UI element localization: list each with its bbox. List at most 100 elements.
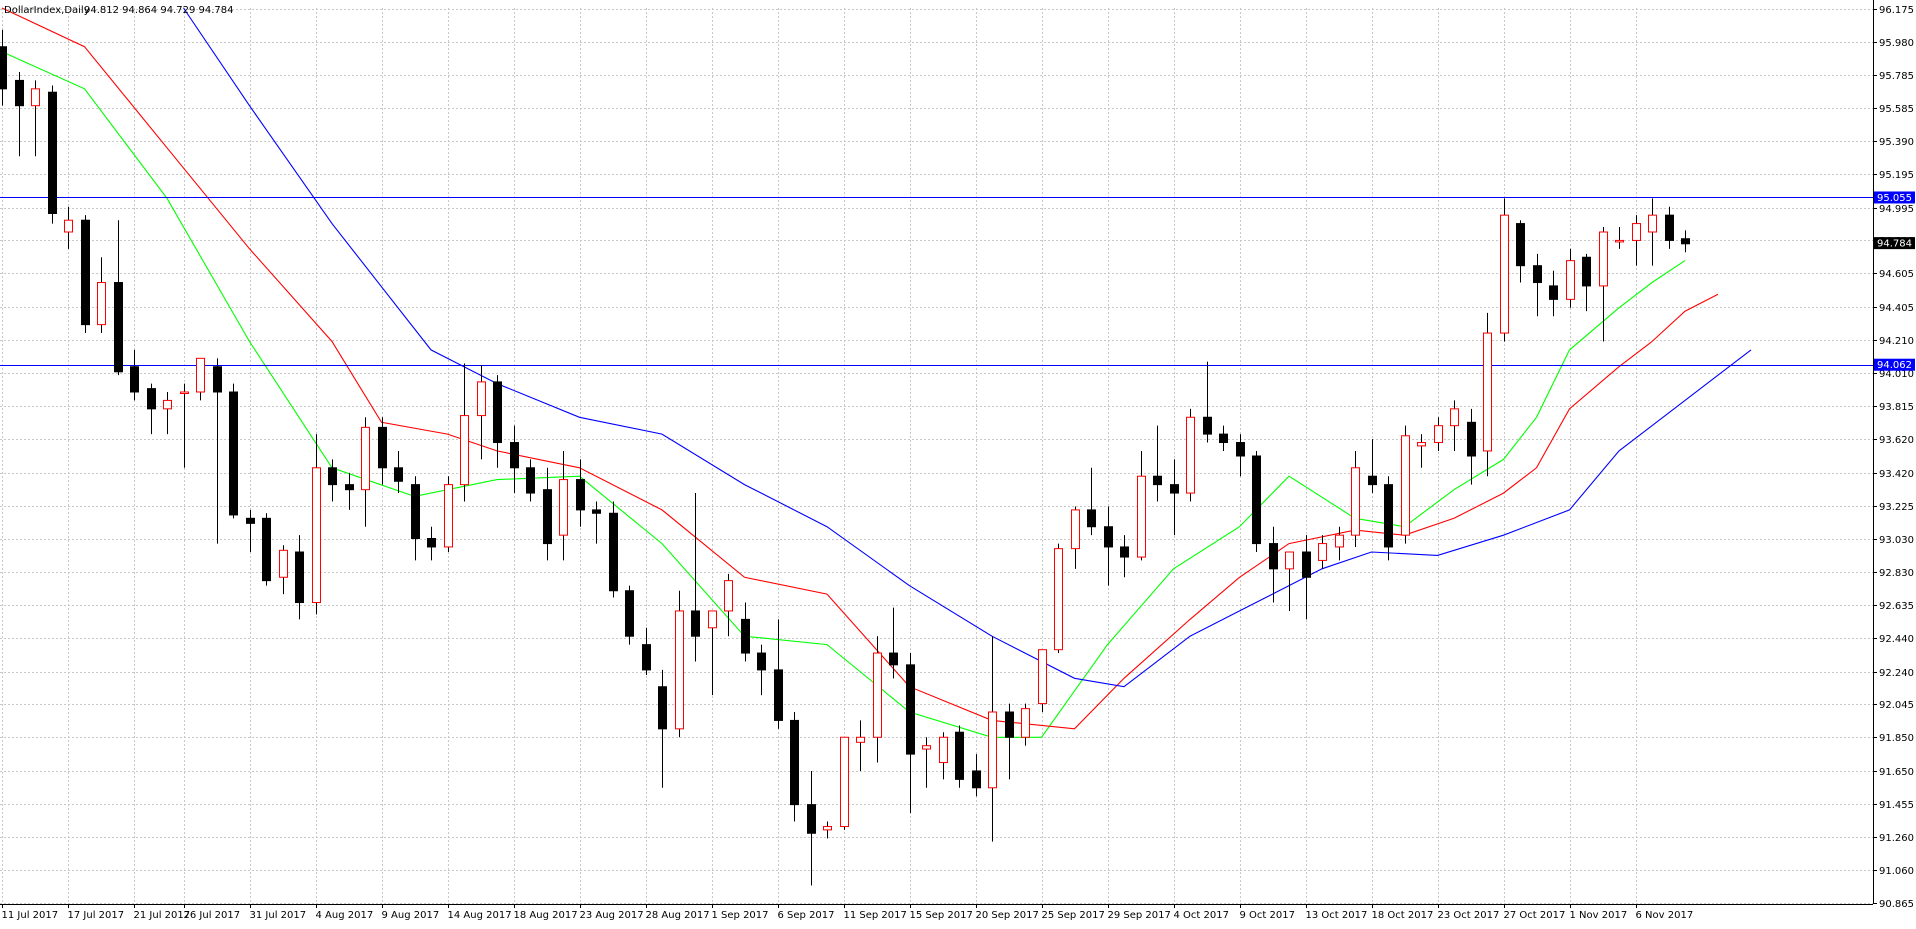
candle[interactable]: [642, 627, 651, 675]
candle[interactable]: [15, 72, 24, 157]
candle[interactable]: [840, 736, 849, 830]
candle[interactable]: [196, 357, 205, 401]
candle[interactable]: [906, 653, 915, 814]
candle[interactable]: [559, 450, 568, 561]
candle[interactable]: [1137, 450, 1146, 561]
candle[interactable]: [972, 754, 981, 797]
candle[interactable]: [0, 29, 7, 106]
candle[interactable]: [1401, 425, 1410, 544]
candle[interactable]: [1252, 450, 1261, 552]
candle[interactable]: [592, 501, 601, 544]
candle[interactable]: [229, 383, 238, 519]
candle[interactable]: [675, 590, 684, 738]
candle[interactable]: [1153, 425, 1162, 502]
candle[interactable]: [1615, 226, 1624, 249]
candle[interactable]: [1549, 270, 1558, 317]
candle[interactable]: [922, 737, 931, 788]
candle[interactable]: [345, 472, 354, 510]
candle[interactable]: [1500, 198, 1509, 342]
candle[interactable]: [1648, 198, 1657, 266]
candle[interactable]: [1170, 459, 1179, 536]
candle[interactable]: [609, 501, 618, 598]
candle[interactable]: [328, 459, 337, 502]
candle[interactable]: [444, 476, 453, 552]
candle[interactable]: [939, 732, 948, 780]
candle[interactable]: [493, 375, 502, 468]
candle[interactable]: [411, 476, 420, 561]
candle[interactable]: [889, 607, 898, 679]
candle[interactable]: [1681, 230, 1690, 253]
candle[interactable]: [955, 725, 964, 788]
candle[interactable]: [724, 573, 733, 637]
candle[interactable]: [757, 644, 766, 696]
candle[interactable]: [1450, 400, 1459, 451]
candle[interactable]: [361, 417, 370, 527]
candle[interactable]: [1219, 425, 1228, 451]
candle[interactable]: [625, 585, 634, 645]
candle[interactable]: [807, 770, 816, 886]
candle[interactable]: [279, 545, 288, 595]
candle[interactable]: [1236, 434, 1245, 477]
candle[interactable]: [394, 450, 403, 494]
candle[interactable]: [988, 636, 997, 842]
candle[interactable]: [790, 712, 799, 822]
candle[interactable]: [856, 720, 865, 771]
candle[interactable]: [1434, 417, 1443, 451]
candle[interactable]: [1302, 535, 1311, 620]
candle[interactable]: [823, 821, 832, 839]
candle[interactable]: [1120, 535, 1129, 578]
candle[interactable]: [81, 215, 90, 334]
candle[interactable]: [64, 206, 73, 249]
candle[interactable]: [1467, 408, 1476, 485]
candle[interactable]: [1285, 551, 1294, 611]
candle[interactable]: [427, 526, 436, 561]
candle[interactable]: [1665, 206, 1674, 249]
candle[interactable]: [1071, 506, 1080, 569]
candle[interactable]: [741, 602, 750, 662]
candle[interactable]: [213, 358, 222, 544]
candle[interactable]: [691, 493, 700, 662]
candle[interactable]: [262, 513, 271, 586]
candle[interactable]: [1005, 703, 1014, 780]
candles[interactable]: [0, 29, 1690, 886]
candle[interactable]: [1203, 361, 1212, 443]
candle[interactable]: [526, 459, 535, 502]
candle[interactable]: [1054, 543, 1063, 654]
candle[interactable]: [1335, 526, 1344, 561]
candle[interactable]: [48, 85, 57, 224]
candle[interactable]: [1318, 535, 1327, 569]
candle[interactable]: [1533, 253, 1542, 317]
candle[interactable]: [576, 459, 585, 527]
candle[interactable]: [708, 610, 717, 696]
candle[interactable]: [378, 417, 387, 485]
candle[interactable]: [543, 467, 552, 561]
candle[interactable]: [1483, 312, 1492, 477]
candle[interactable]: [1516, 220, 1525, 283]
candle[interactable]: [1186, 408, 1195, 502]
candle[interactable]: [1582, 253, 1591, 312]
candle[interactable]: [1417, 434, 1426, 468]
candle[interactable]: [312, 434, 321, 615]
candle[interactable]: [774, 619, 783, 729]
candle[interactable]: [1368, 439, 1377, 494]
candle[interactable]: [130, 349, 139, 401]
candle[interactable]: [180, 383, 189, 468]
candle[interactable]: [246, 509, 255, 552]
candle[interactable]: [510, 425, 519, 494]
candle[interactable]: [295, 535, 304, 620]
candle[interactable]: [1038, 649, 1047, 712]
candle[interactable]: [1104, 506, 1113, 586]
candle[interactable]: [1351, 450, 1360, 547]
candle[interactable]: [1566, 248, 1575, 308]
candle[interactable]: [1021, 703, 1030, 746]
candle[interactable]: [1632, 215, 1641, 266]
candle[interactable]: [114, 220, 123, 376]
horizontal-lines[interactable]: [0, 197, 1873, 366]
candle[interactable]: [1384, 476, 1393, 561]
candle[interactable]: [1087, 467, 1096, 536]
candle[interactable]: [163, 392, 172, 435]
candle[interactable]: [97, 257, 106, 334]
